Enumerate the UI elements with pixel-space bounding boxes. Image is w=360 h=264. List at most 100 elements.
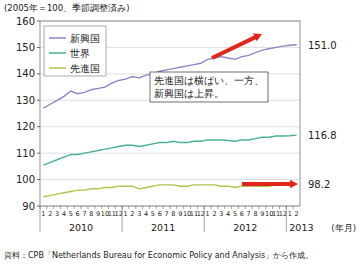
x-tick bbox=[108, 206, 109, 209]
x-tick bbox=[190, 206, 191, 209]
x-tick bbox=[224, 206, 225, 209]
x-tick bbox=[176, 206, 177, 209]
y-tick bbox=[37, 153, 40, 154]
x-tick bbox=[163, 206, 164, 209]
arrow bbox=[242, 182, 292, 186]
series-line bbox=[43, 135, 296, 165]
y-tick-label: 140 bbox=[16, 68, 35, 79]
x-tick bbox=[135, 206, 136, 209]
x-tick-label: 2 bbox=[212, 210, 216, 218]
x-tick bbox=[101, 206, 102, 209]
y-tick-label: 160 bbox=[16, 16, 35, 27]
x-tick bbox=[60, 206, 61, 209]
x-group-label: 2012 bbox=[233, 222, 257, 233]
legend: 新興国世界先進国 bbox=[44, 26, 106, 76]
y-tick bbox=[37, 100, 40, 101]
group-divider bbox=[40, 206, 41, 232]
x-tick bbox=[67, 206, 68, 209]
y-tick bbox=[37, 206, 40, 207]
plot-frame bbox=[40, 21, 300, 206]
series-line bbox=[43, 45, 296, 108]
x-tick bbox=[46, 206, 47, 209]
legend-swatch bbox=[49, 67, 66, 69]
group-divider bbox=[286, 206, 287, 232]
x-tick-label: 8 bbox=[253, 210, 257, 218]
grid-line bbox=[40, 179, 300, 180]
x-tick-label: 1 bbox=[41, 210, 45, 218]
data-label: 116.8 bbox=[308, 130, 337, 141]
x-tick-label: 1 bbox=[206, 210, 210, 218]
x-tick-label: 12 bbox=[279, 210, 287, 218]
x-tick bbox=[293, 206, 294, 209]
x-group-label: 2010 bbox=[69, 222, 93, 233]
y-label: (2005年＝100、季節調整済み) bbox=[4, 3, 130, 13]
x-label: (年月) bbox=[331, 223, 356, 233]
x-tick-label: 2 bbox=[295, 210, 299, 218]
x-tick-label: 6 bbox=[76, 210, 80, 218]
x-group-label: 2011 bbox=[151, 222, 175, 233]
x-tick bbox=[74, 206, 75, 209]
x-tick bbox=[211, 206, 212, 209]
x-tick-label: 6 bbox=[240, 210, 244, 218]
x-tick-label: 3 bbox=[137, 210, 141, 218]
x-tick-label: 9 bbox=[178, 210, 182, 218]
x-tick-label: 9 bbox=[96, 210, 100, 218]
x-tick bbox=[53, 206, 54, 209]
arrow-head bbox=[253, 34, 262, 42]
x-tick-label: 8 bbox=[89, 210, 93, 218]
x-group-label: 2013 bbox=[289, 222, 313, 233]
y-tick-label: 110 bbox=[16, 148, 35, 159]
x-tick bbox=[272, 206, 273, 209]
x-tick bbox=[217, 206, 218, 209]
x-tick-label: 3 bbox=[219, 210, 223, 218]
x-tick-label: 3 bbox=[55, 210, 59, 218]
x-tick-label: 6 bbox=[158, 210, 162, 218]
x-tick-label: 7 bbox=[82, 210, 86, 218]
y-tick bbox=[37, 179, 40, 180]
x-tick bbox=[94, 206, 95, 209]
annotation: 新興国は上昇。 bbox=[154, 88, 224, 99]
legend-box bbox=[44, 26, 106, 76]
x-tick-label: 8 bbox=[171, 210, 175, 218]
x-tick bbox=[197, 206, 198, 209]
x-tick-label: 7 bbox=[247, 210, 251, 218]
x-tick bbox=[156, 206, 157, 209]
x-tick bbox=[149, 206, 150, 209]
x-tick bbox=[170, 206, 171, 209]
data-label: 98.2 bbox=[308, 179, 330, 190]
y-tick-label: 130 bbox=[16, 95, 35, 106]
y-tick-label: 120 bbox=[16, 121, 35, 132]
x-tick-label: 1 bbox=[288, 210, 292, 218]
legend-label: 先進国 bbox=[70, 63, 100, 74]
x-tick bbox=[128, 206, 129, 209]
legend-label: 世界 bbox=[70, 48, 90, 59]
x-tick-label: 2 bbox=[130, 210, 134, 218]
x-tick bbox=[265, 206, 266, 209]
annotation: 先進国は横ばい、一方、 bbox=[154, 75, 264, 86]
x-tick-label: 2 bbox=[48, 210, 52, 218]
x-tick bbox=[183, 206, 184, 209]
y-tick bbox=[37, 73, 40, 74]
x-tick bbox=[142, 206, 143, 209]
x-tick-label: 12 bbox=[197, 210, 205, 218]
x-tick bbox=[258, 206, 259, 209]
y-tick-label: 100 bbox=[16, 174, 35, 185]
annotation-box bbox=[150, 72, 268, 102]
series-line bbox=[43, 184, 296, 196]
x-tick-label: 12 bbox=[115, 210, 123, 218]
data-label: 151.0 bbox=[308, 40, 337, 51]
x-tick bbox=[238, 206, 239, 209]
y-tick-label: 150 bbox=[16, 42, 35, 53]
x-tick-label: 5 bbox=[151, 210, 155, 218]
arrow bbox=[212, 37, 257, 58]
x-tick-label: 4 bbox=[226, 210, 230, 218]
grid-line bbox=[40, 126, 300, 127]
group-divider bbox=[204, 206, 205, 232]
x-tick-label: 7 bbox=[165, 210, 169, 218]
legend-swatch bbox=[49, 37, 66, 39]
source: 資料：CPB「Netherlands Bureau for Economic P… bbox=[4, 251, 313, 260]
x-tick-label: 4 bbox=[144, 210, 148, 218]
chart: (2005年＝100、季節調整済み)9010011012013014015016… bbox=[0, 0, 360, 264]
y-tick bbox=[37, 47, 40, 48]
x-tick bbox=[279, 206, 280, 209]
